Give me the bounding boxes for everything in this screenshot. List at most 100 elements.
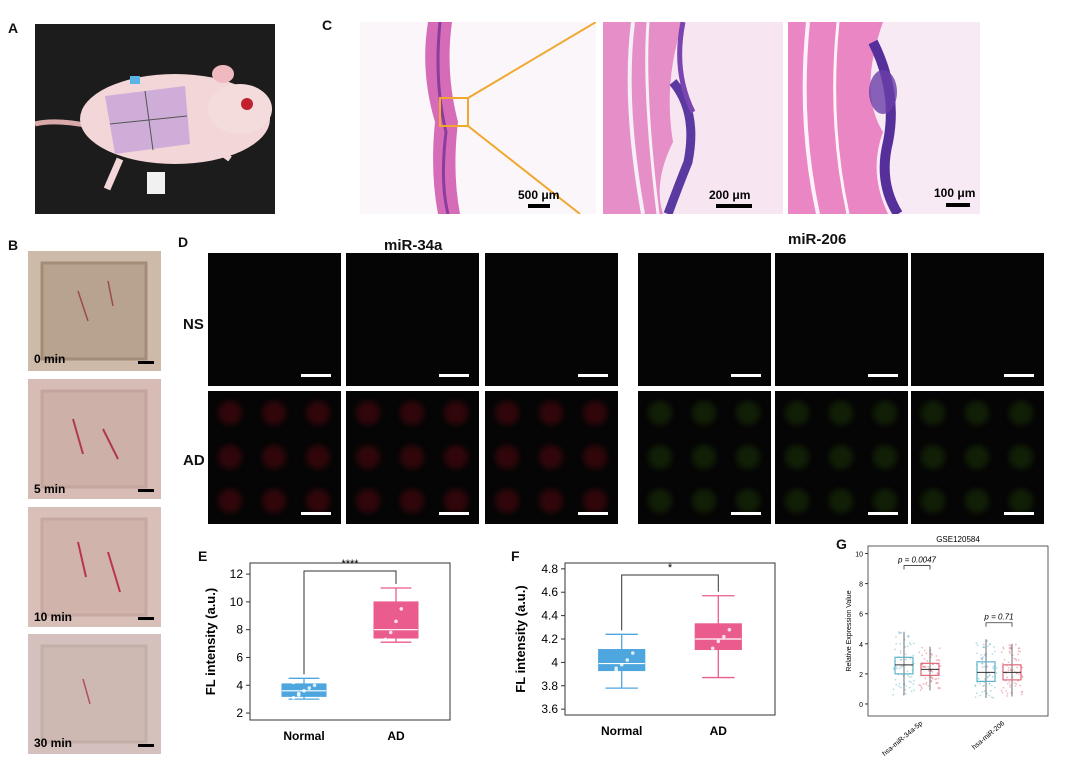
data-point	[1021, 690, 1024, 693]
y-tick-label: 4.6	[541, 585, 558, 599]
data-point	[990, 696, 993, 699]
data-point	[919, 689, 922, 691]
data-point	[900, 665, 902, 668]
panel-label-c: C	[322, 17, 333, 33]
scale-bar	[1004, 374, 1034, 377]
scale-label-100: 100 μm	[934, 186, 976, 200]
he-image-mid-mag: 200 μm	[603, 22, 783, 214]
data-point	[976, 644, 979, 647]
data-point	[1020, 691, 1023, 694]
data-point	[910, 675, 913, 678]
data-point	[981, 658, 984, 661]
data-point	[979, 694, 982, 697]
data-point	[905, 653, 907, 656]
scale-bar	[731, 512, 761, 515]
scale-bar	[439, 374, 469, 377]
data-point	[710, 646, 715, 651]
data-point	[982, 685, 985, 687]
data-point	[1016, 666, 1019, 669]
data-point	[924, 677, 927, 680]
data-point	[925, 681, 928, 684]
data-point	[630, 651, 635, 655]
y-tick-label: 8	[236, 623, 243, 637]
data-point	[722, 634, 726, 639]
data-point	[1009, 646, 1012, 649]
data-point	[931, 677, 934, 680]
data-point	[931, 671, 934, 673]
y-tick-label: 3.6	[541, 702, 558, 716]
data-point	[981, 690, 984, 693]
data-point	[1008, 643, 1011, 646]
data-point	[938, 647, 941, 650]
data-point	[910, 681, 912, 684]
data-point	[912, 679, 915, 682]
panel-label-b: B	[8, 237, 19, 253]
data-point	[988, 682, 991, 685]
data-point	[920, 686, 923, 688]
x-category-label: AD	[387, 729, 405, 743]
row-label-ad: AD	[183, 452, 205, 469]
y-tick-label: 4	[551, 655, 558, 669]
box-normal	[598, 649, 646, 672]
data-point	[1008, 650, 1011, 653]
data-point	[608, 674, 613, 679]
data-point	[905, 658, 908, 661]
y-tick-label: 6	[859, 612, 863, 619]
data-point	[925, 652, 928, 655]
data-point	[936, 672, 939, 675]
time-label-10min: 10 min	[34, 610, 73, 624]
panel-label-g: G	[836, 536, 847, 552]
data-point	[977, 677, 980, 680]
data-point	[981, 666, 984, 669]
pvalue-bracket	[985, 622, 1013, 627]
data-point	[913, 689, 915, 691]
data-point	[900, 632, 902, 634]
data-point	[900, 666, 902, 669]
data-point	[902, 665, 904, 668]
data-point	[993, 650, 996, 653]
data-point	[939, 664, 942, 667]
y-tick-label: 0	[859, 702, 863, 709]
significance-bracket	[303, 570, 397, 675]
scale-bar	[578, 374, 608, 377]
data-point	[935, 655, 938, 657]
data-point	[922, 665, 925, 668]
scale-bar	[138, 617, 154, 620]
data-point	[986, 640, 989, 642]
data-point	[983, 690, 986, 692]
data-point	[983, 684, 986, 687]
data-point	[937, 682, 939, 685]
data-point	[1021, 676, 1024, 679]
fluorescence-image	[346, 253, 479, 386]
box	[976, 661, 996, 682]
data-point	[727, 627, 732, 632]
data-point	[907, 635, 910, 637]
data-point	[988, 674, 991, 677]
panel-label-f: F	[511, 548, 520, 564]
fluorescence-image	[346, 391, 479, 524]
data-point	[1013, 657, 1016, 660]
data-point	[923, 649, 926, 652]
plot-frame	[249, 562, 451, 721]
data-point	[899, 659, 902, 661]
data-point	[1020, 693, 1023, 696]
significance-stars: ****	[341, 558, 359, 570]
plot-frame	[867, 545, 1049, 717]
data-point	[927, 665, 930, 668]
x-category-label: Normal	[601, 724, 642, 738]
data-point	[892, 694, 895, 696]
skin-photo-30min: 30 min	[28, 634, 161, 754]
data-point	[705, 658, 710, 662]
data-point	[1017, 673, 1020, 675]
data-point	[993, 686, 996, 689]
scale-bar-100	[946, 203, 970, 207]
y-axis-label: FL intensity (a.u.)	[513, 585, 528, 692]
data-point	[908, 676, 911, 678]
data-point	[980, 657, 983, 660]
data-point	[992, 696, 995, 699]
data-point	[899, 650, 902, 652]
fluorescence-image	[911, 253, 1044, 386]
data-point	[892, 667, 895, 670]
data-point	[1009, 668, 1012, 671]
data-point	[923, 666, 926, 669]
